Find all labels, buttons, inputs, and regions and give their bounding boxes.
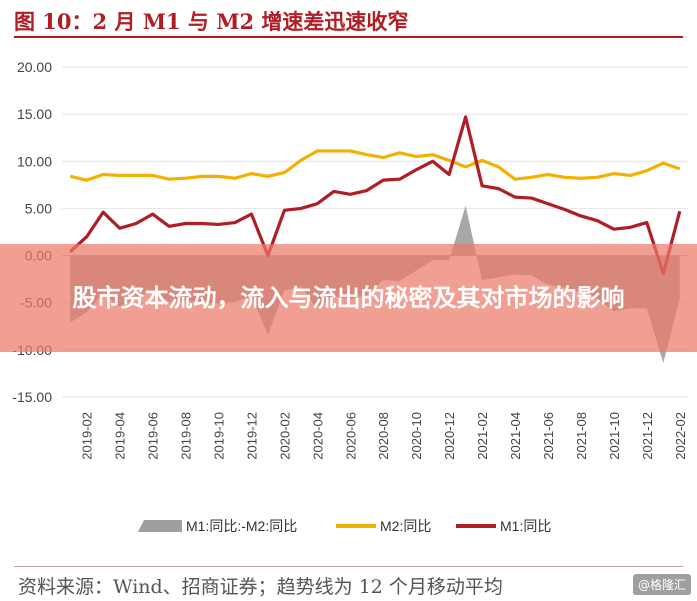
legend-m2-label: M2:同比: [380, 518, 431, 534]
x-tick-label: 2020-04: [310, 412, 325, 460]
x-tick-label: 2022-02: [673, 412, 688, 460]
m1-yoy-line: [69, 115, 682, 276]
x-tick-label: 2021-12: [640, 412, 655, 460]
chart-title: 图 10：2 月 M1 与 M2 增速差迅速收窄: [14, 9, 409, 34]
x-tick-label: 2020-12: [442, 412, 457, 460]
y-tick-label: -15.00: [12, 389, 52, 405]
x-tick-label: 2021-04: [508, 412, 523, 460]
y-tick-label: 20.00: [17, 59, 52, 75]
legend-spread-label: M1:同比:-M2:同比: [186, 518, 297, 534]
x-tick-label: 2019-02: [80, 412, 95, 460]
legend-spread-swatch: [138, 520, 182, 532]
title-divider: [14, 36, 683, 38]
source-divider: [14, 566, 683, 567]
y-tick-label: 15.00: [17, 106, 52, 122]
legend: M1:同比:-M2:同比 M2:同比 M1:同比: [138, 518, 551, 534]
x-tick-label: 2019-10: [212, 412, 227, 460]
headline-text: 股市资本流动，流入与流出的秘密及其对市场的影响: [72, 284, 625, 312]
line-layer: [69, 115, 682, 276]
watermark-badge: @格隆汇: [632, 574, 691, 595]
x-tick-label: 2020-02: [277, 412, 292, 460]
legend-m1-label: M1:同比: [500, 518, 551, 534]
x-tick-label: 2019-06: [146, 412, 161, 460]
x-tick-label: 2020-10: [409, 412, 424, 460]
headline-overlay: 股市资本流动，流入与流出的秘密及其对市场的影响: [0, 244, 697, 352]
source-note: 资料来源：Wind、招商证券；趋势线为 12 个月移动平均: [18, 576, 503, 598]
x-tick-label: 2019-12: [244, 412, 259, 460]
x-tick-label: 2021-10: [607, 412, 622, 460]
x-tick-label: 2021-02: [475, 412, 490, 460]
x-tick-label: 2021-08: [574, 412, 589, 460]
x-tick-label: 2019-04: [113, 412, 128, 460]
y-tick-label: 5.00: [25, 200, 52, 216]
y-tick-label: 10.00: [17, 153, 52, 169]
x-axis: 2019-02 2019-04 2019-06 2019-08 2019-10 2019-…: [80, 412, 688, 460]
m2-yoy-line: [69, 149, 681, 182]
x-tick-label: 2019-08: [179, 412, 194, 460]
x-tick-label: 2021-06: [541, 412, 556, 460]
x-tick-label: 2020-06: [343, 412, 358, 460]
x-tick-label: 2020-08: [376, 412, 391, 460]
